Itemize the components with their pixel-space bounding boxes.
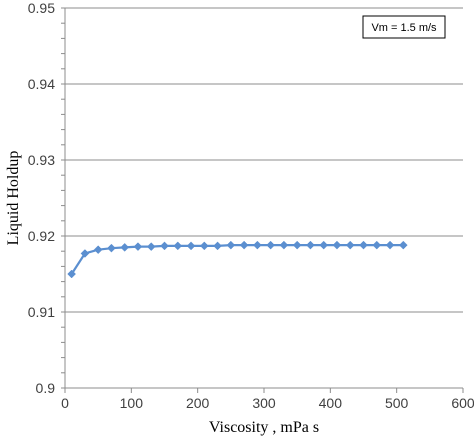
data-point bbox=[107, 243, 116, 253]
data-point bbox=[385, 240, 395, 250]
axes bbox=[61, 7, 464, 393]
data-point bbox=[93, 245, 103, 255]
annotation-text: Vm = 1.5 m/s bbox=[371, 22, 437, 34]
data-point bbox=[186, 241, 196, 251]
data-point bbox=[398, 240, 408, 250]
data-point bbox=[80, 249, 90, 258]
data-point bbox=[120, 243, 130, 252]
x-tick-label: 100 bbox=[120, 395, 144, 411]
tick-labels: 0.9 0.91 0.92 0.93 0.94 0.95 0 100 200 300 400 500 6… bbox=[28, 0, 474, 411]
gridlines bbox=[65, 7, 463, 313]
series bbox=[67, 240, 408, 279]
data-point bbox=[173, 241, 183, 251]
y-tick-label: 0.95 bbox=[28, 0, 55, 16]
data-point bbox=[133, 242, 143, 251]
y-tick-label: 0.93 bbox=[28, 152, 55, 168]
x-axis-title: Viscosity , mPa s bbox=[209, 419, 319, 436]
x-tick-label: 300 bbox=[252, 395, 276, 411]
data-point bbox=[160, 241, 169, 251]
data-point bbox=[226, 240, 236, 250]
data-point bbox=[345, 240, 355, 250]
data-point bbox=[279, 240, 289, 250]
data-point bbox=[319, 240, 329, 250]
y-tick-label: 0.94 bbox=[28, 76, 55, 92]
data-point bbox=[266, 240, 275, 250]
series-line bbox=[70, 244, 404, 275]
y-tick-label: 0.91 bbox=[28, 304, 55, 320]
data-point bbox=[253, 240, 262, 250]
data-point bbox=[292, 240, 302, 250]
y-axis-title: Liquid Holdup bbox=[5, 151, 22, 246]
data-point bbox=[213, 241, 222, 251]
data-point bbox=[199, 241, 209, 251]
annotation-box: Vm = 1.5 m/s bbox=[362, 15, 446, 39]
x-tick-label: 0 bbox=[61, 395, 69, 411]
x-tick-label: 400 bbox=[319, 395, 343, 411]
data-point bbox=[359, 240, 368, 250]
y-tick-label: 0.9 bbox=[36, 380, 56, 396]
data-point bbox=[372, 240, 382, 250]
x-tick-label: 600 bbox=[451, 395, 474, 411]
data-point bbox=[306, 240, 315, 250]
data-point bbox=[67, 269, 76, 279]
data-point bbox=[332, 240, 342, 250]
x-tick-label: 200 bbox=[186, 395, 210, 411]
data-point bbox=[146, 242, 156, 251]
y-tick-label: 0.92 bbox=[28, 228, 55, 244]
data-point bbox=[239, 240, 249, 250]
x-tick-label: 500 bbox=[385, 395, 409, 411]
